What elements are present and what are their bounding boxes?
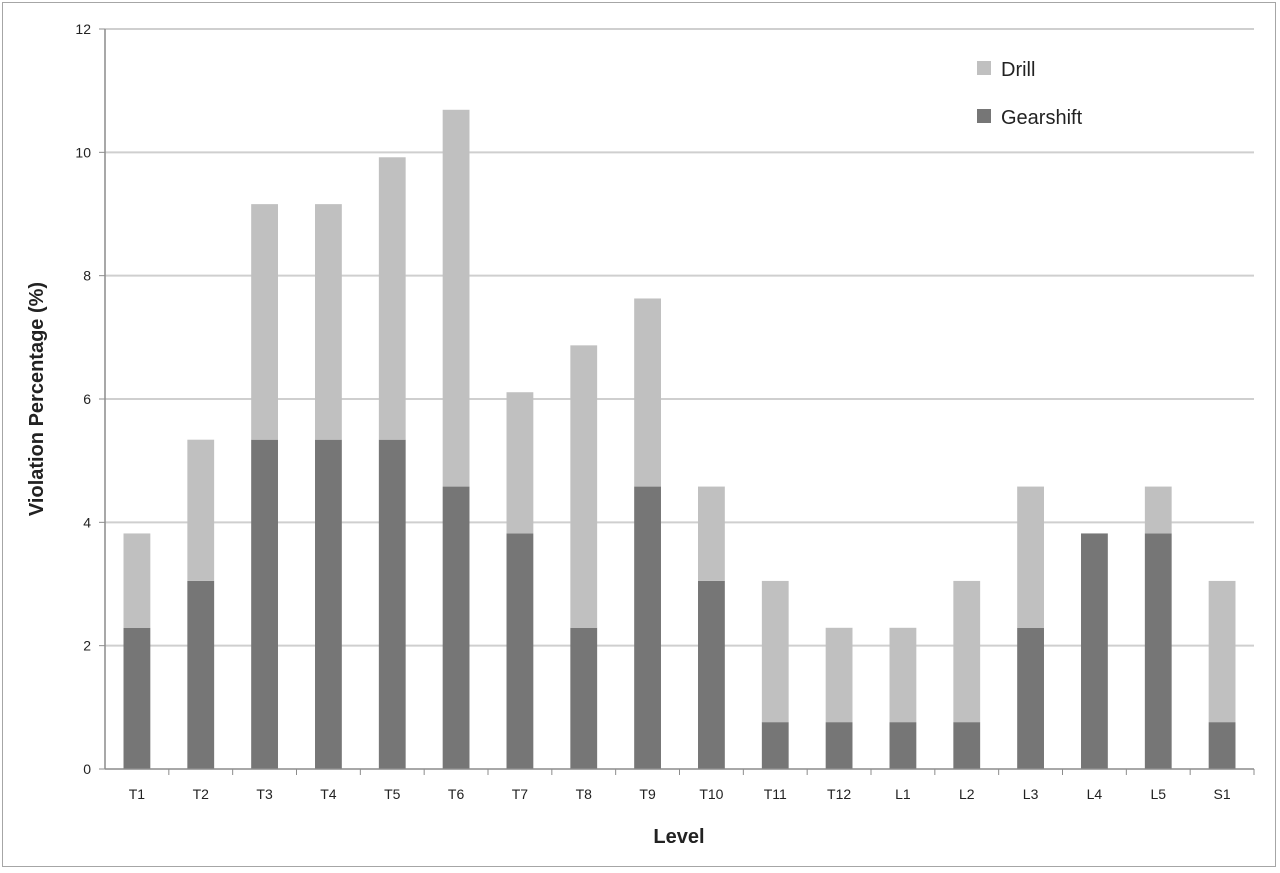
legend-label-gearshift: Gearshift bbox=[1001, 107, 1083, 129]
bar-gearshift-t5 bbox=[378, 439, 406, 769]
x-tick-label: T6 bbox=[448, 786, 465, 802]
x-tick-label: S1 bbox=[1214, 786, 1231, 802]
bar-chart: 0 2 4 6 8 10 12 T1 T2 T3 T4 T5 T6 T7 T8 T9 T10 T11 T12 L1 L… bbox=[26, 21, 1255, 848]
bar-drill-t6 bbox=[442, 109, 470, 487]
bar-drill-s1 bbox=[1208, 580, 1236, 723]
x-axis-title: Level bbox=[653, 826, 704, 848]
x-tick-label: T7 bbox=[512, 786, 529, 802]
bar-gearshift-t9 bbox=[634, 486, 661, 769]
axes bbox=[99, 28, 1255, 775]
y-tick-label: 4 bbox=[83, 514, 91, 530]
bar-drill-l5 bbox=[1144, 486, 1172, 534]
y-tick-label: 6 bbox=[83, 391, 91, 407]
x-tick-label: T2 bbox=[193, 786, 210, 802]
x-tick-label: L2 bbox=[959, 786, 975, 802]
y-tick-label: 8 bbox=[83, 268, 91, 284]
bar-gearshift-t2 bbox=[187, 580, 215, 769]
x-tick-label: L3 bbox=[1023, 786, 1039, 802]
bar-gearshift-l3 bbox=[1017, 627, 1044, 769]
y-tick-label: 0 bbox=[83, 761, 91, 777]
bar-drill-l1 bbox=[889, 627, 917, 723]
bar-gearshift-t7 bbox=[506, 533, 534, 769]
bar-drill-l3 bbox=[1017, 486, 1044, 628]
y-axis-title: Violation Percentage (%) bbox=[26, 282, 48, 516]
bar-gearshift-t8 bbox=[570, 627, 598, 769]
y-tick-label: 12 bbox=[75, 21, 91, 37]
legend: Drill Gearshift bbox=[977, 59, 1083, 129]
bar-gearshift-l1 bbox=[889, 722, 917, 769]
bar-drill-t4 bbox=[315, 204, 342, 440]
y-tick-labels: 0 2 4 6 8 10 12 bbox=[75, 21, 91, 777]
bars bbox=[123, 109, 1236, 769]
x-tick-label: L5 bbox=[1150, 786, 1166, 802]
bar-gearshift-t12 bbox=[825, 722, 853, 769]
bar-gearshift-t3 bbox=[251, 439, 278, 769]
bar-drill-t1 bbox=[123, 533, 151, 628]
y-tick-label: 10 bbox=[75, 144, 91, 160]
x-tick-label: T11 bbox=[764, 786, 787, 802]
bar-drill-t7 bbox=[506, 392, 534, 534]
bar-gearshift-l2 bbox=[953, 722, 981, 769]
bar-drill-t10 bbox=[698, 486, 725, 581]
x-tick-label: T4 bbox=[320, 786, 337, 802]
bar-gearshift-t10 bbox=[698, 580, 725, 769]
bar-gearshift-l4 bbox=[1081, 533, 1108, 769]
x-tick-label: T3 bbox=[256, 786, 273, 802]
bar-gearshift-t4 bbox=[315, 439, 342, 769]
y-tick-label: 2 bbox=[83, 638, 91, 654]
x-tick-label: L1 bbox=[895, 786, 911, 802]
bar-drill-t8 bbox=[570, 345, 598, 628]
bar-drill-t5 bbox=[378, 157, 406, 440]
bar-gearshift-s1 bbox=[1208, 722, 1236, 769]
legend-label-drill: Drill bbox=[1001, 59, 1035, 81]
bar-drill-t9 bbox=[634, 298, 661, 487]
bar-drill-l2 bbox=[953, 580, 981, 723]
legend-swatch-drill bbox=[977, 61, 991, 75]
bar-drill-t12 bbox=[825, 627, 853, 723]
gridlines bbox=[105, 28, 1254, 647]
x-tick-label: T5 bbox=[384, 786, 401, 802]
x-tick-label: T8 bbox=[576, 786, 593, 802]
x-tick-label: T10 bbox=[699, 786, 723, 802]
x-tick-labels: T1 T2 T3 T4 T5 T6 T7 T8 T9 T10 T11 T12 L1 L2 L3 L4 L5 S1 bbox=[129, 786, 1231, 802]
x-tick-label: L4 bbox=[1087, 786, 1103, 802]
x-tick-label: T9 bbox=[639, 786, 656, 802]
bar-gearshift-t6 bbox=[442, 486, 470, 769]
bar-gearshift-l5 bbox=[1144, 533, 1172, 769]
bar-gearshift-t1 bbox=[123, 627, 151, 769]
bar-drill-t2 bbox=[187, 439, 215, 581]
legend-swatch-gearshift bbox=[977, 109, 991, 123]
bar-drill-t3 bbox=[251, 204, 278, 440]
x-tick-label: T12 bbox=[827, 786, 851, 802]
x-tick-label: T1 bbox=[129, 786, 146, 802]
bar-drill-t11 bbox=[761, 580, 789, 723]
bar-gearshift-t11 bbox=[761, 722, 789, 769]
